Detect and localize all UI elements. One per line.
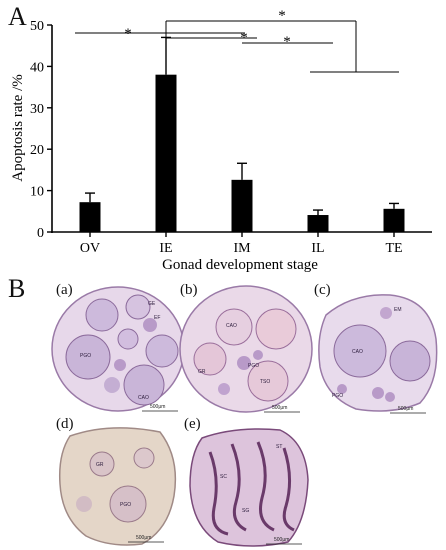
cell-label-cao: CAO bbox=[138, 395, 149, 401]
y-axis-label: Apoptosis rate /% bbox=[10, 74, 26, 181]
cell-label-ge: GE bbox=[148, 301, 156, 307]
cell-label-tso: TSO bbox=[260, 379, 270, 385]
x-tick-label: OV bbox=[80, 241, 100, 256]
significance-star: * bbox=[240, 30, 248, 46]
y-tick-label: 10 bbox=[30, 185, 44, 200]
y-tick-label: 30 bbox=[30, 102, 44, 117]
cell-label-sc: SC bbox=[220, 474, 227, 480]
bar bbox=[79, 202, 101, 232]
cell-label-em: EM bbox=[394, 307, 402, 313]
significance-star: * bbox=[278, 8, 286, 24]
micrograph-b: CAO PGO TSO GR 500μm (b) bbox=[176, 282, 316, 420]
panel-label-b: B bbox=[8, 274, 26, 303]
y-tick-label: 50 bbox=[30, 19, 44, 34]
x-tick-label: IL bbox=[311, 241, 324, 256]
cell-label-st: ST bbox=[276, 444, 282, 450]
bar bbox=[307, 215, 329, 232]
y-tick-label: 0 bbox=[37, 226, 44, 241]
cell-label-cao: CAO bbox=[352, 349, 363, 355]
micrograph-c: CAO PGO EM 500μm (c) bbox=[312, 282, 442, 420]
micrograph-label-e: (e) bbox=[184, 416, 201, 432]
x-tick-label: IE bbox=[159, 241, 172, 256]
bar-chart: Apoptosis rate /% Gonad development stag… bbox=[10, 8, 432, 273]
significance-star: * bbox=[124, 26, 132, 42]
bar bbox=[155, 74, 177, 233]
cell-label-pgo: PGO bbox=[80, 353, 91, 359]
micrograph-e: ST SC SG 500μm (e) bbox=[180, 416, 320, 550]
scale-label: 500μm bbox=[398, 406, 413, 412]
cell-label-pgo: PGO bbox=[332, 393, 343, 399]
significance-star: * bbox=[283, 34, 291, 50]
cell-label-ef: EF bbox=[154, 315, 160, 321]
cell-label-gr: GR bbox=[96, 462, 104, 468]
scale-label: 500μm bbox=[272, 405, 287, 411]
panel-label-a: A bbox=[8, 2, 27, 31]
cell-label-gr: GR bbox=[198, 369, 206, 375]
x-tick-label: IM bbox=[233, 241, 251, 256]
cell-label-pgo: PGO bbox=[120, 502, 131, 508]
micrograph-a: PGO CAO GE EF 500μm (a) bbox=[50, 282, 190, 420]
scale-label: 500μm bbox=[150, 404, 165, 410]
cell-label-sg: SG bbox=[242, 508, 249, 514]
micrograph-label-b: (b) bbox=[180, 282, 198, 298]
x-axis-label: Gonad development stage bbox=[162, 257, 318, 273]
bar bbox=[383, 208, 405, 232]
y-tick-label: 20 bbox=[30, 143, 44, 158]
y-tick-label: 40 bbox=[30, 60, 44, 75]
micrograph-label-c: (c) bbox=[314, 282, 331, 298]
micrograph-label-d: (d) bbox=[56, 416, 74, 432]
cell-label-pgo: PGO bbox=[248, 363, 259, 369]
scale-label: 500μm bbox=[274, 537, 289, 543]
x-tick-label: TE bbox=[385, 241, 402, 256]
cell-label-cao: CAO bbox=[226, 323, 237, 329]
scale-label: 500μm bbox=[136, 535, 151, 541]
micrograph-d: GR PGO 500μm (d) bbox=[50, 416, 190, 550]
micrograph-label-a: (a) bbox=[56, 282, 73, 298]
bar bbox=[231, 179, 253, 232]
